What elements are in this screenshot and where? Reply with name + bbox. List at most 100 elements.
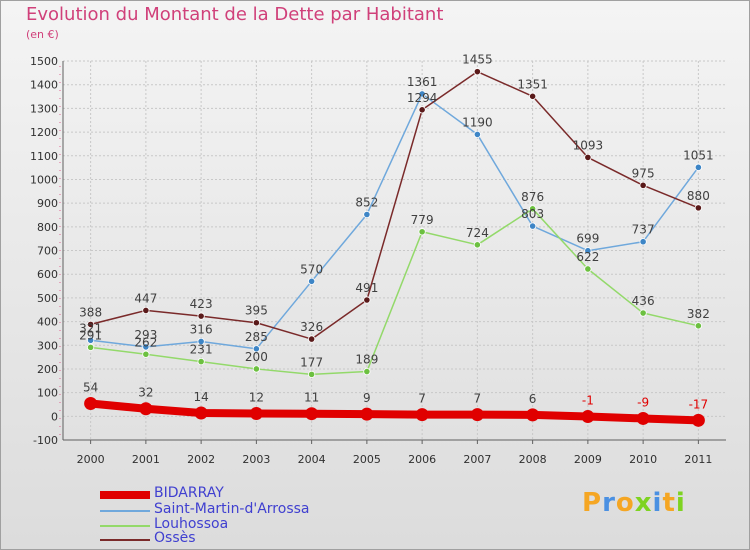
data-label: 200 [245, 350, 268, 364]
series-point-2 [418, 228, 426, 236]
x-tick-label: 2004 [298, 453, 326, 466]
series-point-1 [694, 163, 702, 171]
y-tick-label: 1300 [30, 102, 58, 115]
logo-letter: P [582, 488, 603, 518]
series-point-2 [252, 365, 260, 373]
series-point-3 [529, 92, 537, 100]
x-tick-label: 2002 [187, 453, 215, 466]
series-point-3 [252, 319, 260, 327]
data-label: 11 [304, 391, 319, 405]
data-label: 876 [521, 190, 544, 204]
series-point-0 [470, 408, 484, 422]
data-label: -9 [637, 395, 649, 409]
series-point-1 [418, 90, 426, 98]
logo-letter: o [615, 488, 635, 518]
y-tick-label: 1500 [30, 55, 58, 68]
legend-entry-saint-martin: Saint-Martin-d'Arrossa [100, 501, 360, 518]
y-tick-label: 500 [37, 292, 58, 305]
proxiti-logo: Proxiti [582, 488, 686, 518]
data-label: 622 [576, 250, 599, 264]
x-tick-label: 2000 [77, 453, 105, 466]
data-label: 32 [138, 386, 153, 400]
x-tick-label: 2001 [132, 453, 160, 466]
y-tick-label: 800 [37, 221, 58, 234]
data-label: 316 [190, 322, 213, 336]
y-tick-label: 600 [37, 268, 58, 281]
series-point-0 [139, 402, 153, 416]
legend-swatch-louhossoa [100, 525, 150, 527]
series-point-2 [197, 357, 205, 366]
data-label: 570 [300, 262, 323, 276]
y-tick-label: 0 [51, 410, 58, 423]
series-point-2 [694, 322, 702, 330]
data-label: 291 [79, 328, 102, 342]
series-point-0 [360, 407, 374, 421]
series-point-3 [473, 68, 481, 76]
y-tick-label: 1400 [30, 79, 58, 92]
data-label: 189 [355, 353, 378, 367]
x-tick-label: 2007 [463, 453, 491, 466]
legend-swatch-osses [100, 539, 150, 541]
chart-subtitle: (en €) [26, 28, 59, 41]
legend-entry-osses: Ossès [100, 530, 360, 547]
series-point-2 [87, 343, 95, 351]
data-label: 880 [687, 189, 710, 203]
data-label: 1051 [683, 148, 714, 162]
data-label: 779 [411, 213, 434, 227]
data-label: 491 [355, 281, 378, 295]
data-label: 803 [521, 207, 544, 221]
data-label: 737 [632, 223, 655, 237]
series-point-0 [415, 408, 429, 422]
legend-label-bidarray: BIDARRAY [154, 485, 224, 501]
data-label: 388 [79, 305, 102, 319]
data-label: 975 [632, 166, 655, 180]
series-point-3 [142, 306, 150, 315]
series-line-1 [89, 93, 700, 350]
series-point-2 [363, 367, 371, 376]
logo-letter: x [634, 488, 653, 518]
series-point-1 [363, 210, 371, 219]
logo-letter: i [652, 488, 663, 518]
data-label: 6 [529, 392, 537, 406]
data-label: -1 [582, 394, 594, 408]
series-point-1 [197, 337, 205, 346]
legend-entry-bidarray: BIDARRAY [100, 485, 360, 502]
legend-label-osses: Ossès [154, 530, 196, 546]
y-tick-label: 900 [37, 197, 58, 210]
data-label: 395 [245, 304, 268, 318]
series-point-2 [142, 350, 150, 358]
series-point-0 [305, 407, 319, 421]
legend-entry-louhossoa: Louhossoa [100, 516, 360, 533]
series-line-3 [89, 70, 700, 340]
data-label: 1093 [573, 138, 604, 152]
logo-letter: i [675, 488, 686, 518]
series-point-3 [639, 181, 647, 189]
x-tick-label: 2006 [408, 453, 436, 466]
y-tick-label: 400 [37, 316, 58, 329]
series-point-1 [142, 343, 150, 351]
series-line-0 [86, 399, 703, 425]
series-line-2 [89, 208, 700, 376]
series-point-1 [529, 222, 537, 230]
y-tick-label: 1000 [30, 173, 58, 186]
data-label: 423 [190, 297, 213, 311]
series-point-3 [694, 204, 702, 212]
data-label: 262 [134, 335, 157, 349]
data-label: 7 [474, 392, 482, 406]
data-label: 14 [193, 390, 208, 404]
data-label: 1351 [517, 77, 548, 91]
data-label: 12 [249, 390, 264, 404]
data-label: 699 [576, 232, 599, 246]
series-point-2 [639, 309, 647, 317]
data-label: 724 [466, 226, 489, 240]
y-tick-label: 700 [37, 245, 58, 258]
x-tick-label: 2008 [519, 453, 547, 466]
data-label: 382 [687, 307, 710, 321]
series-point-2 [529, 205, 537, 213]
series-point-0 [636, 411, 650, 425]
series-point-3 [308, 335, 316, 343]
data-label: 326 [300, 320, 323, 334]
series-point-0 [84, 397, 98, 411]
y-tick-label: 1200 [30, 126, 58, 139]
